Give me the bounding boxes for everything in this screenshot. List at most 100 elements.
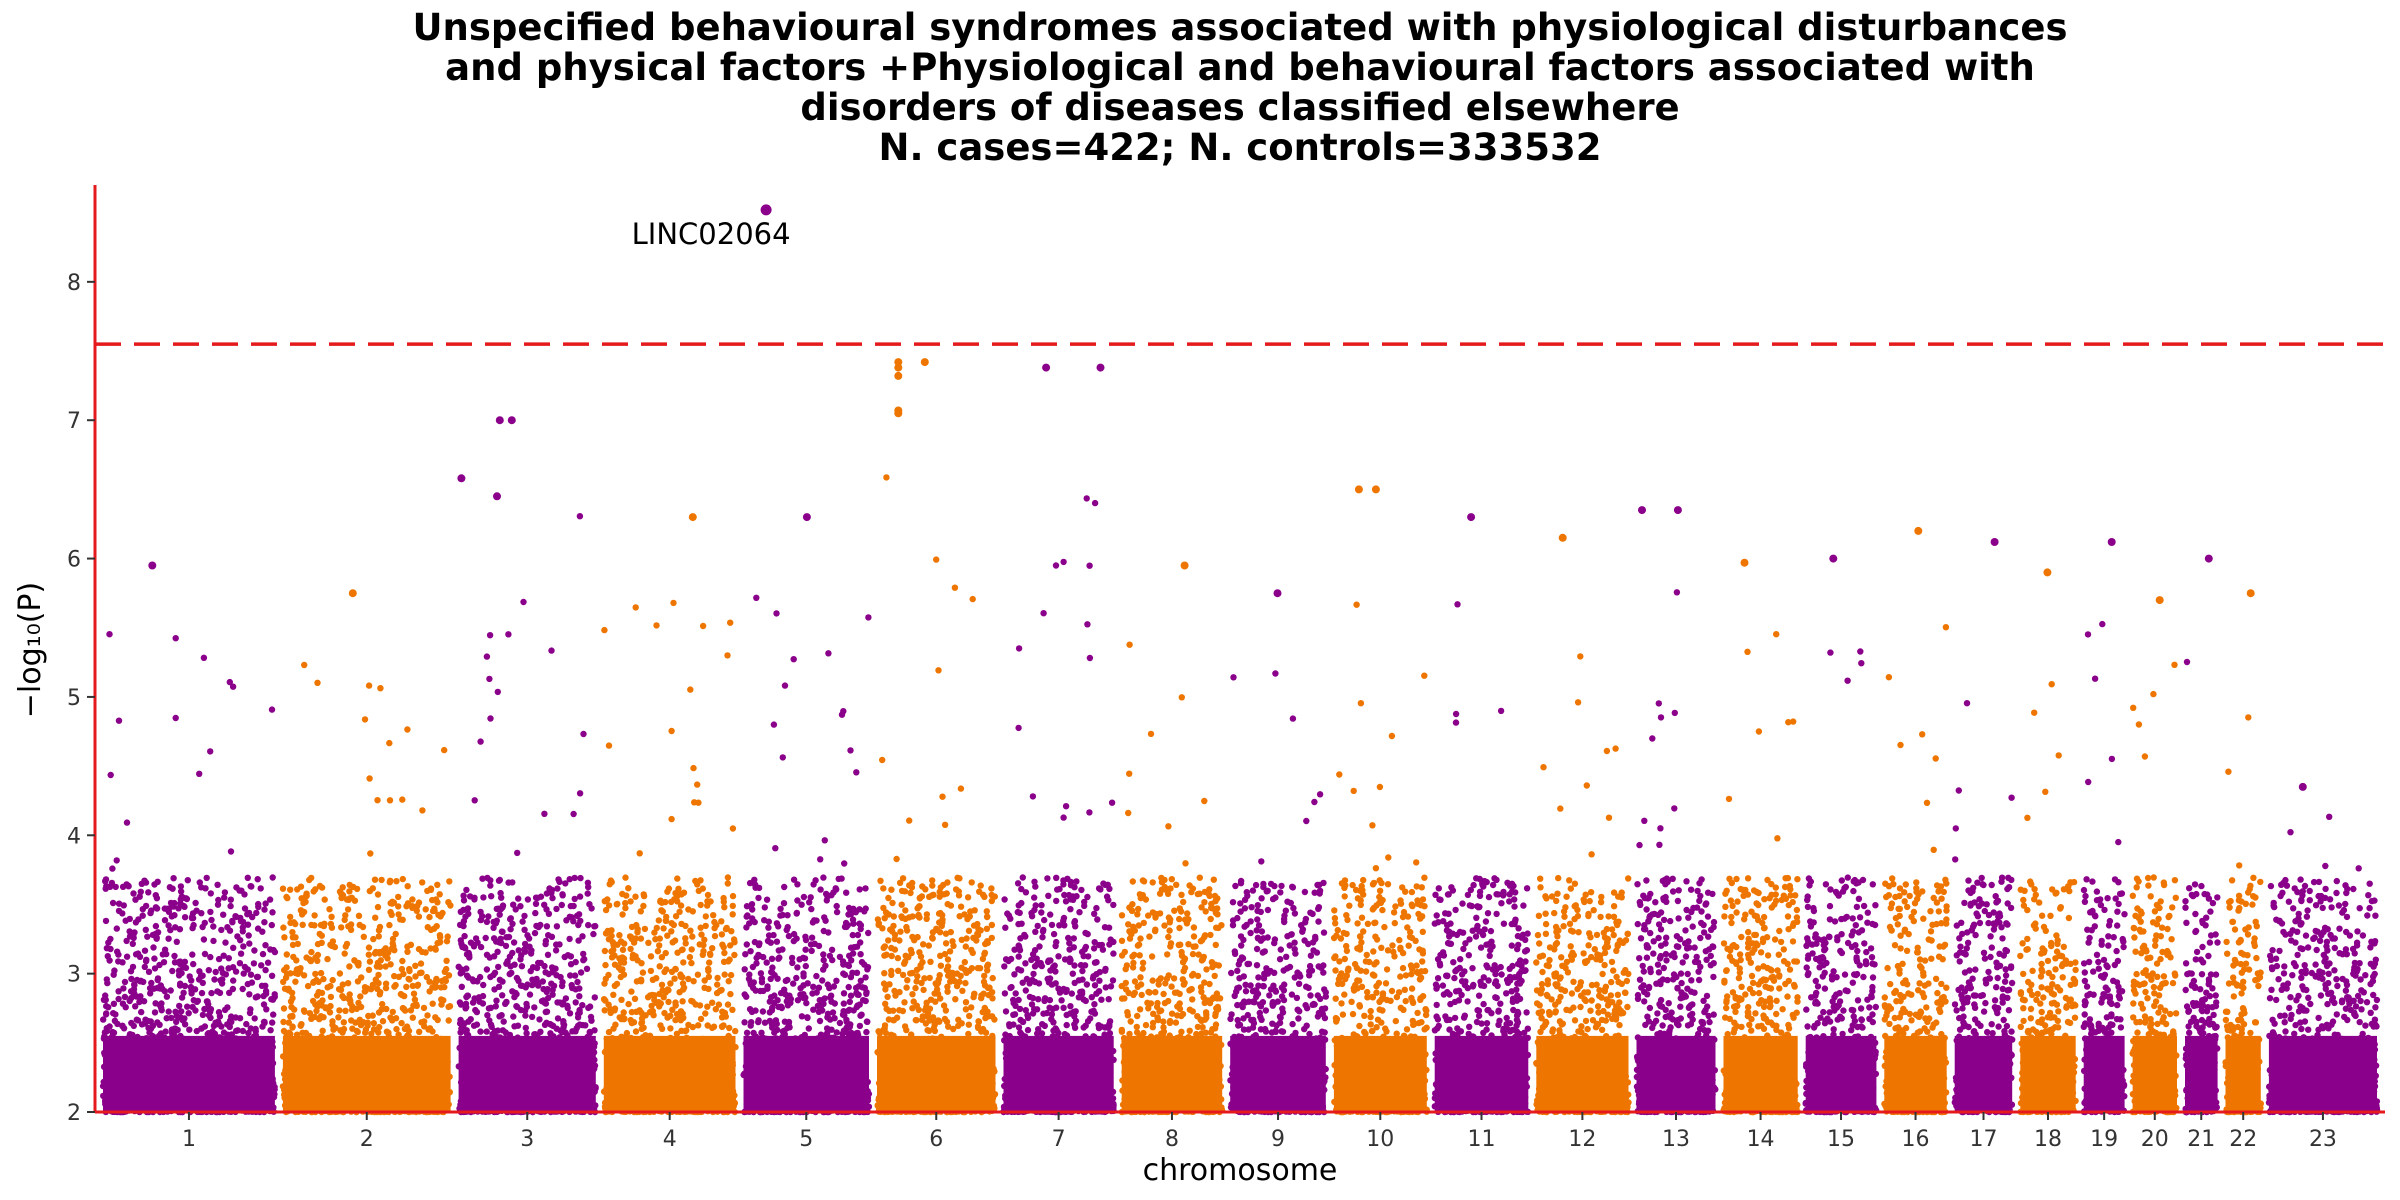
snp-point: [760, 987, 767, 995]
snp-point: [690, 764, 697, 772]
snp-point: [633, 921, 640, 929]
snp-point: [695, 799, 702, 806]
snp-point: [657, 898, 664, 905]
snp-point: [316, 1015, 323, 1023]
snp-point: [152, 922, 160, 930]
snp-point: [633, 1008, 640, 1015]
snp-point: [174, 1026, 181, 1034]
snp-point: [863, 1028, 870, 1036]
snp-point: [123, 881, 130, 888]
snp-point: [283, 951, 290, 958]
snp-point: [800, 970, 807, 977]
snp-point: [371, 876, 379, 883]
snp-point: [857, 951, 864, 958]
snp-point: [196, 770, 203, 777]
snp-point: [424, 924, 431, 931]
snp-point: [962, 999, 970, 1006]
snp-point: [672, 965, 679, 973]
snp-point: [285, 1019, 292, 1026]
snp-point: [720, 944, 727, 951]
snp-point: [324, 955, 331, 963]
snp-point: [688, 997, 695, 1005]
snp-point: [301, 661, 308, 669]
snp-point: [137, 978, 144, 985]
snp-point: [254, 876, 261, 883]
snp-point: [705, 985, 712, 993]
snp-point: [328, 924, 336, 931]
snp-point: [411, 996, 419, 1003]
snp-point: [291, 1006, 298, 1013]
snp-point: [781, 883, 788, 891]
snp-point: [212, 1019, 219, 1026]
snp-point: [259, 928, 266, 935]
snp-point: [180, 902, 187, 910]
snp-point: [817, 886, 824, 893]
snp-point: [601, 1007, 608, 1014]
snp-point: [417, 960, 425, 967]
snp-point: [312, 970, 319, 978]
snp-point: [424, 1012, 431, 1019]
snp-point: [670, 599, 677, 607]
snp-point: [572, 958, 579, 966]
snp-point: [677, 973, 685, 980]
snp-point: [346, 963, 353, 970]
snp-point: [668, 898, 675, 906]
snp-point: [379, 1000, 386, 1008]
snp-point: [418, 969, 425, 976]
snp-point: [632, 1028, 640, 1035]
snp-point: [383, 1005, 390, 1013]
snp-point: [752, 987, 759, 994]
snp-point: [700, 948, 707, 955]
snp-point: [336, 1007, 343, 1014]
data-points: [99, 358, 2381, 1116]
snp-point: [631, 995, 639, 1002]
snp-point: [207, 908, 214, 916]
snp-point: [154, 929, 162, 936]
snp-point: [846, 998, 853, 1005]
snp-point: [264, 959, 272, 966]
snp-point: [843, 1018, 850, 1026]
snp-point: [662, 949, 669, 957]
snp-point: [520, 598, 527, 606]
snp-point: [743, 993, 750, 1000]
snp-point: [682, 922, 689, 930]
snp-point: [499, 904, 506, 911]
snp-point: [420, 1004, 428, 1012]
snp-point: [383, 1028, 391, 1035]
snp-point: [161, 917, 169, 924]
snp-point: [612, 1021, 619, 1028]
snp-point: [765, 932, 773, 939]
snp-point: [246, 940, 253, 947]
snp-point: [509, 879, 516, 886]
snp-point: [230, 977, 237, 984]
snp-point: [840, 990, 848, 997]
snp-point: [211, 976, 218, 983]
snp-point: [329, 976, 336, 984]
snp-point: [773, 938, 781, 945]
snp-point: [511, 1023, 518, 1030]
snp-point: [437, 934, 444, 941]
snp-point: [680, 959, 687, 966]
snp-point: [640, 892, 648, 900]
snp-point: [576, 1021, 583, 1028]
snp-point: [196, 879, 203, 886]
snp-point: [346, 881, 353, 889]
snp-point: [457, 1029, 464, 1036]
snp-point: [366, 775, 373, 782]
snp-point: [102, 1011, 110, 1018]
snp-point: [340, 994, 347, 1002]
snp-point: [705, 967, 712, 975]
snp-point: [775, 923, 782, 930]
snp-point: [410, 990, 418, 997]
snp-point: [499, 1027, 507, 1034]
snp-point: [727, 942, 734, 949]
snp-point: [668, 727, 675, 735]
snp-point: [397, 916, 404, 923]
snp-point: [638, 978, 645, 985]
snp-point: [434, 1016, 441, 1024]
snp-point: [112, 1011, 119, 1018]
snp-point: [123, 937, 130, 945]
snp-point: [252, 1028, 259, 1035]
snp-point: [297, 1022, 304, 1029]
snp-point: [794, 964, 801, 971]
